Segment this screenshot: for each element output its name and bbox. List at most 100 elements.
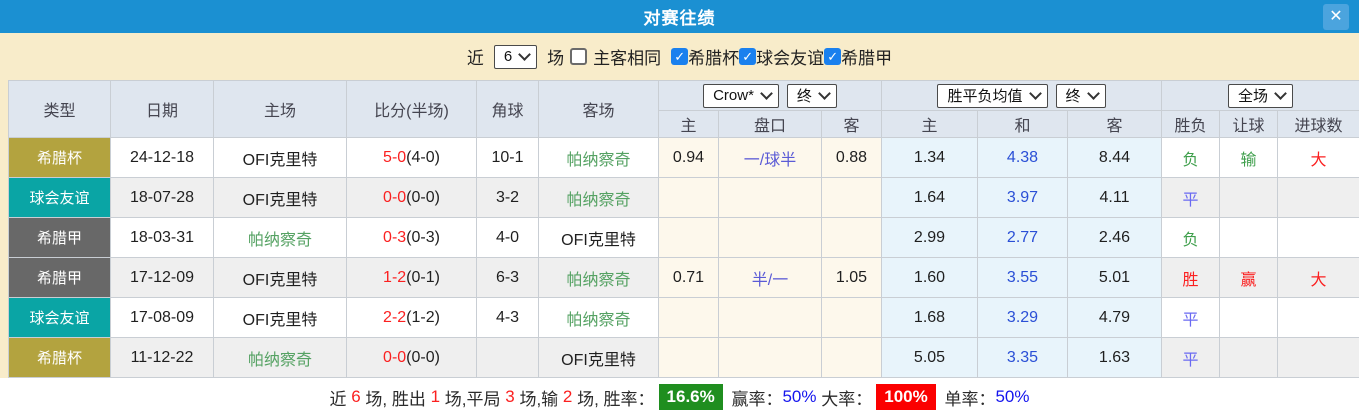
chevron-down-icon <box>1087 87 1100 100</box>
bookmaker-group-header: Crow* 终 <box>659 81 882 111</box>
summary-segment: 近 <box>330 385 352 410</box>
col-header-date: 日期 <box>111 81 214 138</box>
same-venue-checkbox[interactable] <box>570 48 587 65</box>
odds-away-cell <box>822 178 882 218</box>
league-checkbox-friendly[interactable]: ✓ <box>739 48 756 65</box>
average-select[interactable]: 胜平负均值 <box>937 84 1047 108</box>
date-cell: 18-07-28 <box>111 178 214 218</box>
avg-home-cell: 1.34 <box>882 138 978 178</box>
bookmaker-select[interactable]: Crow* <box>703 84 779 108</box>
check-icon: ✓ <box>674 49 685 65</box>
summary-segment: 场,平局 <box>440 385 505 410</box>
sub-header-odds-home: 主 <box>659 111 719 138</box>
summary-segment: 场,输 <box>515 385 563 410</box>
avg-home-cell: 1.64 <box>882 178 978 218</box>
handicap-cell <box>719 178 822 218</box>
league-checkbox-league[interactable]: ✓ <box>824 48 841 65</box>
title-bar: 对赛往绩 ✕ <box>0 0 1359 33</box>
chevron-down-icon <box>1274 87 1287 100</box>
handicap-result-cell <box>1220 338 1278 378</box>
corner-cell: 10-1 <box>477 138 539 178</box>
avg-draw-cell: 4.38 <box>978 138 1068 178</box>
close-button[interactable]: ✕ <box>1323 4 1349 30</box>
recent-count-select[interactable]: 6 <box>494 45 537 69</box>
league-label-friendly[interactable]: 球会友谊 <box>756 44 824 69</box>
odds-away-cell <box>822 338 882 378</box>
result-cell: 平 <box>1162 178 1220 218</box>
score-cell: 0-3(0-3) <box>347 218 477 258</box>
chevron-down-icon <box>1029 87 1042 100</box>
fulltime-score: 5-0 <box>383 149 406 166</box>
summary-segment: 2 <box>563 387 572 407</box>
league-label-league[interactable]: 希腊甲 <box>841 44 892 69</box>
same-venue-label[interactable]: 主客相同 <box>593 44 661 69</box>
date-cell: 11-12-22 <box>111 338 214 378</box>
home-team-cell: OFI克里特 <box>214 258 347 298</box>
odds-home-cell: 0.94 <box>659 138 719 178</box>
scope-select[interactable]: 全场 <box>1228 84 1293 108</box>
avg-away-cell: 4.79 <box>1068 298 1162 338</box>
col-header-score: 比分(半场) <box>347 81 477 138</box>
bookmaker-time-select[interactable]: 终 <box>787 84 837 108</box>
col-header-away: 客场 <box>539 81 659 138</box>
type-badge: 球会友谊 <box>9 298 111 338</box>
avg-home-cell: 1.60 <box>882 258 978 298</box>
home-team-cell: 帕纳察奇 <box>214 218 347 258</box>
fulltime-score: 1-2 <box>383 269 406 286</box>
league-checkbox-cup[interactable]: ✓ <box>671 48 688 65</box>
home-team-cell: 帕纳察奇 <box>214 338 347 378</box>
avg-draw-cell: 3.55 <box>978 258 1068 298</box>
away-team-cell: OFI克里特 <box>539 338 659 378</box>
away-team-cell: 帕纳察奇 <box>539 178 659 218</box>
average-group-header: 胜平负均值 终 <box>882 81 1162 111</box>
away-team-cell: 帕纳察奇 <box>539 258 659 298</box>
score-cell: 0-0(0-0) <box>347 338 477 378</box>
handicap-result-cell <box>1220 178 1278 218</box>
summary-segment: 场, 胜率： <box>572 385 654 410</box>
handicap-cell <box>719 218 822 258</box>
league-label-cup[interactable]: 希腊杯 <box>688 44 739 69</box>
table-area: 类型 日期 主场 比分(半场) 角球 客场 Crow* 终 <box>0 80 1359 378</box>
win-rate-badge: 16.6% <box>659 384 723 410</box>
handicap-result-cell: 赢 <box>1220 258 1278 298</box>
goals-result-cell <box>1278 298 1359 338</box>
date-cell: 18-03-31 <box>111 218 214 258</box>
summary-segment: 单率： <box>940 385 996 410</box>
chevron-down-icon <box>518 48 531 61</box>
avg-away-cell: 8.44 <box>1068 138 1162 178</box>
average-time-select[interactable]: 终 <box>1056 84 1106 108</box>
home-team-cell: OFI克里特 <box>214 298 347 338</box>
corner-cell <box>477 338 539 378</box>
odds-away-cell: 1.05 <box>822 258 882 298</box>
check-icon: ✓ <box>827 49 838 65</box>
halftime-score: (4-0) <box>406 149 440 166</box>
avg-draw-cell: 2.77 <box>978 218 1068 258</box>
away-team-cell: 帕纳察奇 <box>539 298 659 338</box>
avg-draw-cell: 3.29 <box>978 298 1068 338</box>
goals-result-cell <box>1278 218 1359 258</box>
corner-cell: 6-3 <box>477 258 539 298</box>
avg-home-cell: 1.68 <box>882 298 978 338</box>
avg-draw-cell: 3.97 <box>978 178 1068 218</box>
type-badge: 球会友谊 <box>9 178 111 218</box>
sub-header-avg-home: 主 <box>882 111 978 138</box>
chevron-down-icon <box>760 87 773 100</box>
type-badge: 希腊杯 <box>9 338 111 378</box>
type-badge: 希腊甲 <box>9 218 111 258</box>
type-badge: 希腊甲 <box>9 258 111 298</box>
date-cell: 17-12-09 <box>111 258 214 298</box>
summary-segment: 大率： <box>817 385 873 410</box>
page-title: 对赛往绩 <box>644 4 716 29</box>
summary-segment: 赢率： <box>727 385 783 410</box>
handicap-cell <box>719 298 822 338</box>
sub-header-odds-away: 客 <box>822 111 882 138</box>
result-cell: 胜 <box>1162 258 1220 298</box>
odds-away-cell <box>822 218 882 258</box>
handicap-result-cell: 输 <box>1220 138 1278 178</box>
odds-home-cell <box>659 178 719 218</box>
